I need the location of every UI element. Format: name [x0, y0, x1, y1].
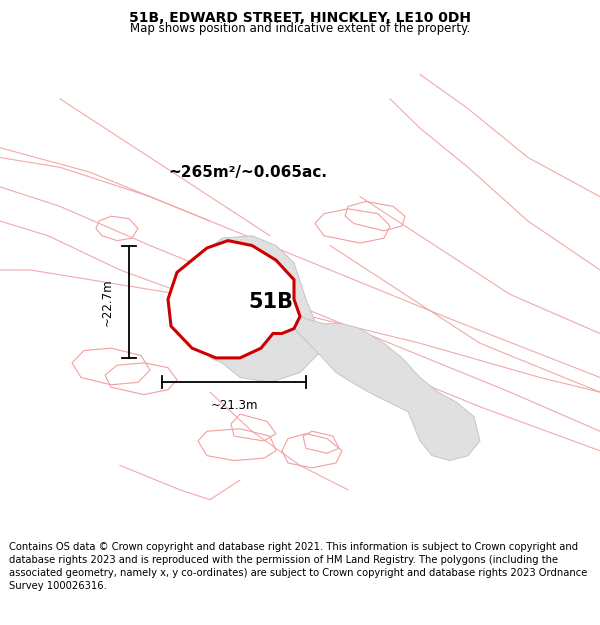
Polygon shape — [210, 236, 324, 382]
Text: 51B, EDWARD STREET, HINCKLEY, LE10 0DH: 51B, EDWARD STREET, HINCKLEY, LE10 0DH — [129, 11, 471, 25]
Text: Map shows position and indicative extent of the property.: Map shows position and indicative extent… — [130, 22, 470, 35]
Polygon shape — [294, 316, 480, 461]
Polygon shape — [168, 241, 300, 358]
Text: ~21.3m: ~21.3m — [210, 399, 258, 412]
Text: ~22.7m: ~22.7m — [101, 278, 114, 326]
Text: 51B: 51B — [248, 292, 293, 312]
Text: ~265m²/~0.065ac.: ~265m²/~0.065ac. — [168, 164, 327, 180]
Text: Contains OS data © Crown copyright and database right 2021. This information is : Contains OS data © Crown copyright and d… — [9, 542, 587, 591]
